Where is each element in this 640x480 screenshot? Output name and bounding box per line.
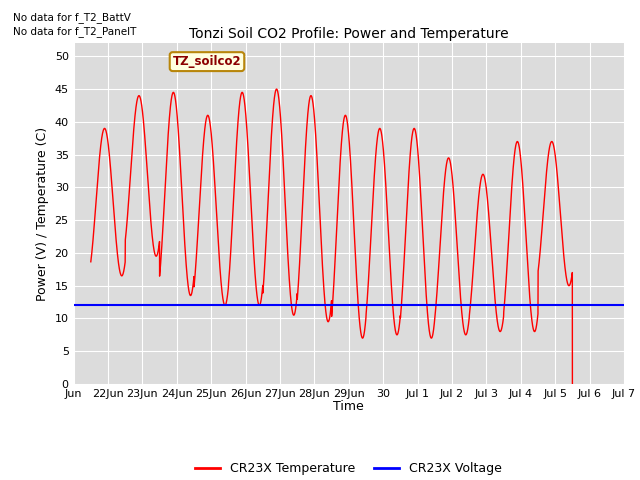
- Legend: CR23X Temperature, CR23X Voltage: CR23X Temperature, CR23X Voltage: [190, 457, 508, 480]
- Y-axis label: Power (V) / Temperature (C): Power (V) / Temperature (C): [36, 127, 49, 300]
- Text: TZ_soilco2: TZ_soilco2: [173, 55, 241, 68]
- Text: No data for f_T2_BattV: No data for f_T2_BattV: [13, 12, 131, 23]
- X-axis label: Time: Time: [333, 400, 364, 413]
- Text: No data for f_T2_PanelT: No data for f_T2_PanelT: [13, 26, 136, 37]
- Title: Tonzi Soil CO2 Profile: Power and Temperature: Tonzi Soil CO2 Profile: Power and Temper…: [189, 27, 509, 41]
